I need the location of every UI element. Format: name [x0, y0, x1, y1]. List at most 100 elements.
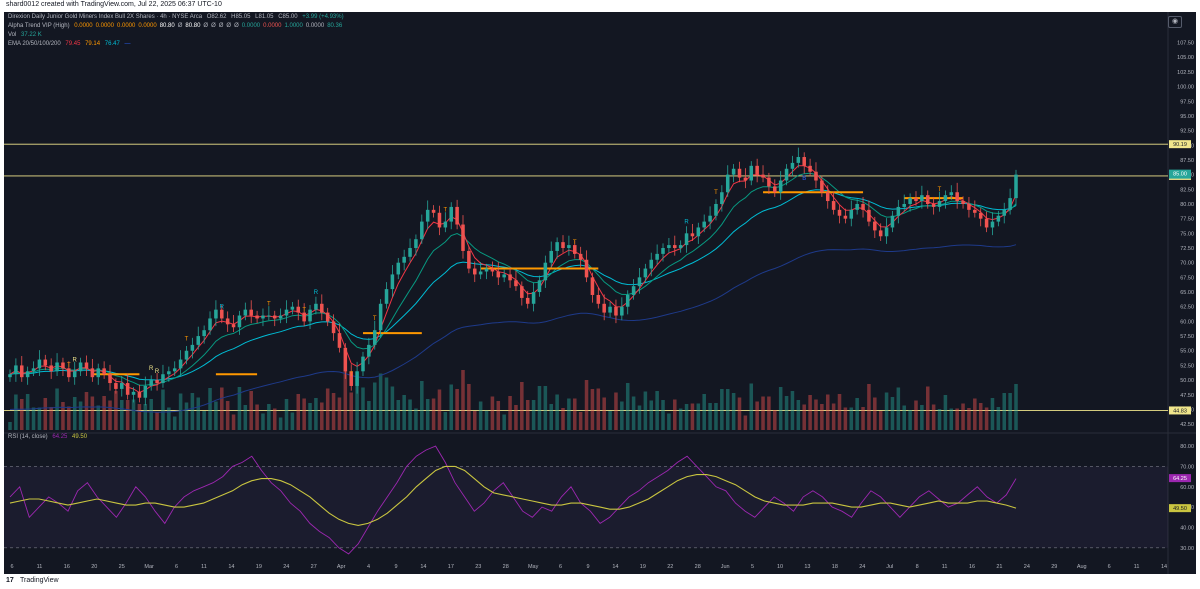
candle-body — [531, 292, 536, 304]
candle-body — [161, 374, 165, 384]
volume-bar — [884, 392, 889, 430]
volume-bar — [84, 392, 89, 430]
horizontal-level-label: 44.83 — [1173, 408, 1187, 414]
price-tick-label: 62.50 — [1180, 305, 1194, 311]
legend-title-row: Direxion Daily Junior Gold Miners Index … — [8, 14, 347, 20]
volume-bar — [302, 398, 306, 430]
price-tick-label: 42.50 — [1180, 422, 1194, 428]
ema200-line — [9, 244, 1017, 413]
alpha-trend-value: 80.36 — [327, 23, 343, 29]
time-tick-label: 19 — [256, 564, 262, 570]
candle-body — [596, 294, 601, 304]
candle-body — [261, 315, 265, 319]
volume-bar — [749, 383, 754, 430]
candle-body — [102, 368, 106, 375]
candle-body — [631, 286, 636, 295]
volume-bar — [861, 407, 865, 430]
volume-bar — [378, 373, 383, 430]
candle-body — [184, 350, 189, 360]
volume-bar — [1008, 393, 1012, 430]
volume-bar — [414, 408, 418, 430]
volume-bar — [120, 400, 124, 430]
candle-body — [243, 309, 248, 316]
alpha-trend-values: 0.0000 0.0000 0.0000 0.0000 80.80 Ø 80.80 Ø Ø Ø Ø Ø… — [74, 23, 345, 29]
candle-body — [455, 206, 459, 225]
candle-body — [914, 198, 918, 202]
volume-bar — [984, 407, 989, 430]
candle-body — [396, 262, 401, 275]
volume-bar — [855, 398, 859, 430]
price-tick-label: 65.00 — [1180, 290, 1194, 296]
candle-body — [561, 242, 565, 249]
signal-label: T — [373, 316, 377, 322]
volume-bar — [996, 407, 1001, 430]
volume-bar — [14, 394, 18, 430]
price-tick-label: 77.50 — [1180, 217, 1194, 223]
volume-bar — [678, 408, 683, 430]
time-tick-label: 16 — [969, 564, 975, 570]
time-tick-label: 28 — [695, 564, 701, 570]
volume-bar — [320, 402, 324, 430]
ema20-value: 79.45 — [65, 41, 81, 47]
volume-bar — [802, 404, 806, 430]
volume-bar — [1002, 393, 1006, 430]
candle-body — [255, 315, 259, 319]
volume-bar — [773, 410, 777, 430]
price-tick-label: 95.00 — [1180, 114, 1194, 120]
candle-body — [490, 268, 495, 272]
volume-bar — [920, 405, 924, 430]
candle-body — [567, 245, 571, 249]
candle-body — [125, 383, 130, 395]
time-tick-label: 21 — [996, 564, 1002, 570]
header-bar: shard0012 created with TradingView.com, … — [0, 0, 1200, 12]
legend-volume-row: Vol 37.22 K — [8, 32, 45, 38]
candle-body — [867, 209, 871, 222]
candle-body — [655, 253, 659, 260]
volume-bar — [814, 399, 818, 430]
time-tick-label: 14 — [228, 564, 234, 570]
legend-ema-row: EMA 20/50/100/200 79.45 79.14 76.47 — — [8, 41, 133, 47]
volume-bar — [761, 396, 765, 430]
volume-bar — [343, 370, 348, 430]
time-tick-label: 20 — [91, 564, 97, 570]
candle-body — [649, 259, 654, 269]
candle-body — [172, 368, 177, 372]
volume-bar — [690, 403, 695, 430]
volume-bar — [714, 403, 718, 430]
candle-body — [302, 312, 306, 322]
candle-body — [514, 280, 518, 287]
candle-body — [278, 315, 283, 319]
volume-bar — [784, 396, 789, 430]
volume-bar — [225, 401, 230, 430]
rsi-value: 64.25 — [52, 434, 68, 440]
volume-bar — [896, 387, 901, 430]
candle-body — [96, 368, 101, 378]
candle-body — [355, 371, 359, 386]
camera-icon[interactable]: ◉ — [1168, 16, 1182, 28]
alpha-trend-value: 0.0000 — [116, 23, 136, 29]
candle-body — [573, 245, 577, 254]
chart-canvas[interactable]: 107.50 105.00 102.50 100.00 97.50 95.00 92.50 9… — [4, 12, 1196, 574]
candle-body — [831, 201, 836, 210]
time-tick-label: 11 — [942, 564, 948, 570]
candle-body — [590, 277, 595, 295]
candle-body — [690, 233, 695, 237]
price-tick-label: 102.50 — [1177, 70, 1194, 76]
volume-bar — [143, 404, 148, 430]
rsi-value-badge — [1169, 474, 1191, 483]
volume-value: 37.22 K — [21, 32, 42, 38]
volume-bar — [172, 416, 177, 430]
candle-body — [843, 215, 848, 219]
candle-body — [555, 242, 559, 251]
candle-body — [743, 177, 748, 181]
candle-body — [337, 333, 342, 348]
candle-body — [196, 336, 201, 345]
volume-bar — [325, 388, 330, 430]
time-tick-label: 11 — [1134, 564, 1140, 570]
time-tick-label: Jul — [886, 564, 893, 570]
rsi-ma-line — [9, 465, 1017, 526]
ohlc-high: H85.05 — [231, 14, 251, 20]
price-tick-label: 50.00 — [1180, 378, 1194, 384]
candle-body — [855, 203, 859, 210]
candle-body — [367, 344, 371, 357]
